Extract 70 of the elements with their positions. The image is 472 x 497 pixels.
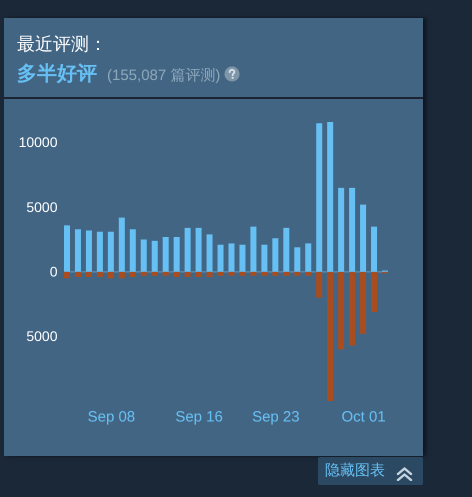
bar xyxy=(206,272,213,277)
bar xyxy=(371,272,378,312)
bar xyxy=(108,232,114,272)
bar xyxy=(272,272,278,276)
bar xyxy=(162,236,169,272)
bar xyxy=(250,226,256,272)
bar xyxy=(152,240,158,272)
bar xyxy=(239,244,246,272)
bar xyxy=(338,188,344,272)
bar xyxy=(152,272,158,276)
chart-subtitle: 多半好评 xyxy=(17,63,97,85)
bar xyxy=(349,272,356,346)
y-tick-label: 5000 xyxy=(26,198,58,215)
bar xyxy=(316,272,322,298)
bar xyxy=(360,272,366,334)
bar xyxy=(327,122,334,272)
bar xyxy=(349,188,356,272)
bar xyxy=(261,244,268,272)
bar xyxy=(86,272,92,277)
bar xyxy=(196,228,202,272)
bar xyxy=(130,272,136,277)
text: (155,087 篇评测) xyxy=(107,67,220,84)
bar xyxy=(118,272,125,278)
bar xyxy=(184,228,191,272)
bar xyxy=(305,272,312,276)
bar xyxy=(140,240,147,272)
bar xyxy=(196,272,202,277)
bar xyxy=(327,272,334,401)
bar xyxy=(305,243,312,272)
bar xyxy=(118,218,125,272)
x-tick-label: Oct 01 xyxy=(341,408,386,426)
bar xyxy=(96,232,103,272)
bar xyxy=(239,272,246,276)
bar xyxy=(74,229,81,272)
bar xyxy=(294,272,300,276)
x-tick-label: Sep 23 xyxy=(252,408,300,426)
bar xyxy=(371,226,378,272)
bar xyxy=(162,272,169,276)
button[interactable]: 隐藏图表 xyxy=(318,457,423,485)
bar xyxy=(64,272,70,278)
bar xyxy=(74,272,81,277)
x-tick-label: Sep 08 xyxy=(88,408,136,426)
bar xyxy=(184,272,191,277)
bar xyxy=(218,272,224,276)
bar xyxy=(174,236,180,272)
bar xyxy=(218,244,224,272)
y-tick-label: 0 xyxy=(50,263,58,280)
bar xyxy=(250,272,256,276)
bar xyxy=(294,247,300,272)
bar xyxy=(228,243,234,272)
bar xyxy=(283,228,290,272)
bar xyxy=(206,234,213,272)
bar xyxy=(316,123,322,272)
y-tick-label: 5000 xyxy=(26,328,58,344)
bar xyxy=(140,272,147,276)
bar xyxy=(228,272,234,276)
bar xyxy=(108,272,114,278)
bar xyxy=(130,229,136,272)
y-tick-label: 10000 xyxy=(18,134,58,150)
bar xyxy=(174,272,180,277)
bar xyxy=(96,272,103,277)
bar xyxy=(283,272,290,276)
bar xyxy=(360,204,366,272)
bar xyxy=(338,272,344,350)
bar xyxy=(86,230,92,272)
bar xyxy=(64,225,70,272)
x-tick-label: Sep 16 xyxy=(175,408,223,426)
bar xyxy=(272,238,278,272)
chart-title: 最近评测： xyxy=(17,33,107,55)
bar xyxy=(261,272,268,276)
